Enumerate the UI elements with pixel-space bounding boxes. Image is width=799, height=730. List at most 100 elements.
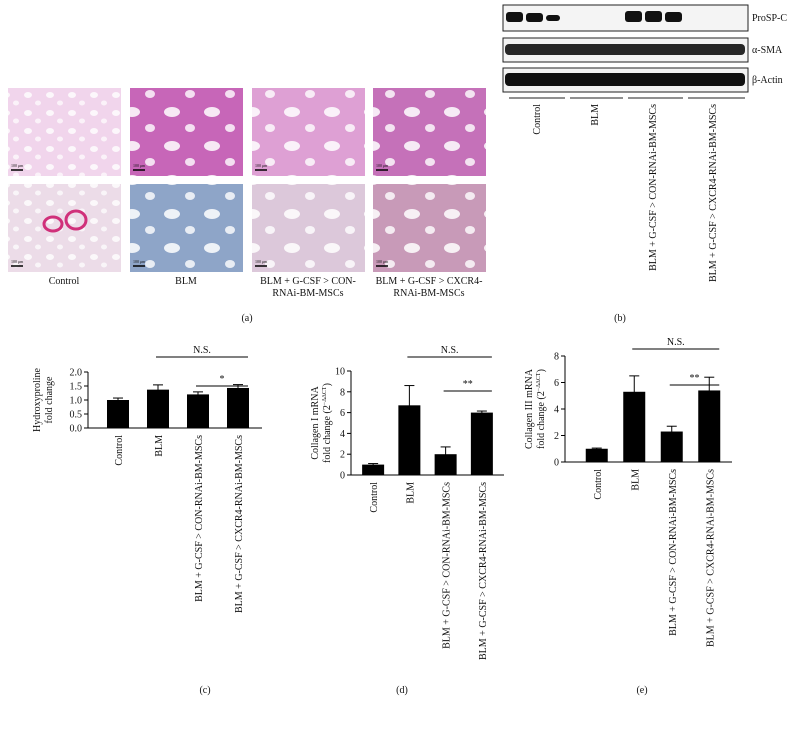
- unit-close: ): [536, 369, 547, 372]
- group-label: BLM: [175, 276, 197, 287]
- bar: [107, 400, 129, 428]
- error-bar: [153, 384, 163, 395]
- y-axis-label: Collagen I mRNA: [310, 386, 321, 460]
- vessel: [64, 209, 88, 231]
- texture: [130, 88, 243, 176]
- texture: [373, 88, 486, 176]
- y-axis-label: Hydroxyproline: [32, 368, 43, 432]
- y-axis-label: fold change (2−ΔΔCT): [536, 369, 547, 449]
- lane-label: Control: [532, 104, 543, 135]
- bar: [585, 448, 608, 462]
- band: [505, 73, 745, 86]
- y-tick-label: 1.0: [70, 396, 83, 407]
- scale-bar-label: 100 μm: [376, 259, 389, 264]
- group-label: BLM + G-CSF > CON-: [260, 276, 356, 287]
- x-tick-label: BLM: [405, 482, 416, 504]
- bar: [398, 405, 421, 475]
- y-tick-label: 0: [554, 458, 559, 469]
- micrographs: [8, 88, 486, 272]
- bar: [187, 394, 209, 428]
- band: [526, 13, 543, 22]
- bar: [698, 390, 721, 462]
- western-blot: [502, 4, 749, 99]
- unit-close: ): [322, 383, 333, 386]
- lane-label: BLM + G-CSF > CXCR4-RNAi-BM-MSCs: [708, 104, 719, 282]
- protein-label: β-Actin: [752, 75, 783, 86]
- group-label: BLM + G-CSF > CXCR4-: [376, 276, 483, 287]
- band: [505, 44, 745, 55]
- lane-label: BLM: [590, 104, 601, 126]
- bar: [362, 464, 385, 475]
- y-tick-label: 8: [340, 387, 345, 398]
- panel-label: (b): [614, 313, 626, 324]
- protein-label: ProSP-C: [752, 13, 787, 24]
- band: [506, 12, 523, 22]
- scale-bar-label: 100 μm: [11, 163, 24, 168]
- significance-label: **: [463, 379, 473, 390]
- band: [665, 12, 682, 22]
- bar: [470, 412, 493, 475]
- band: [645, 11, 662, 22]
- unit-exponent: −ΔΔCT: [322, 386, 328, 405]
- error-bar: [440, 446, 451, 462]
- y-tick-label: 8: [554, 352, 559, 363]
- protein-label: α-SMA: [752, 45, 783, 56]
- lane-label: BLM + G-CSF > CON-RNAi-BM-MSCs: [648, 104, 659, 271]
- panel-label: (c): [199, 685, 210, 696]
- bar: [660, 431, 683, 462]
- y-tick-label: 4: [340, 429, 345, 440]
- texture: [130, 184, 243, 272]
- bar: [227, 387, 249, 428]
- significance-label: N.S.: [193, 345, 211, 356]
- significance-label: N.S.: [441, 345, 459, 356]
- error-bar: [404, 385, 415, 426]
- x-tick-label: BLM: [630, 469, 641, 491]
- y-tick-label: 10: [335, 367, 345, 378]
- band: [625, 11, 642, 22]
- significance-label: N.S.: [667, 337, 685, 348]
- group-label: Control: [49, 276, 80, 287]
- error-bar: [666, 425, 677, 437]
- scale-bar-label: 100 μm: [133, 163, 146, 168]
- texture: [252, 184, 365, 272]
- bar: [147, 389, 169, 428]
- y-tick-label: 2: [340, 450, 345, 461]
- y-axis-label: fold change: [44, 376, 55, 423]
- error-bar: [629, 375, 640, 408]
- panel-label: (d): [396, 685, 408, 696]
- error-bar: [476, 410, 487, 415]
- unit-exponent: −ΔΔCT: [536, 372, 542, 391]
- x-tick-label: BLM + G-CSF > CXCR4-RNAi-BM-MSCs: [705, 469, 716, 647]
- band: [546, 15, 560, 21]
- bar: [434, 454, 457, 475]
- scale-bar-label: 100 μm: [255, 163, 268, 168]
- x-tick-label: Control: [369, 482, 380, 513]
- unit-base: fold change (2: [322, 405, 333, 463]
- vessel: [42, 215, 64, 233]
- error-bar: [591, 447, 602, 450]
- y-tick-label: 0: [340, 471, 345, 482]
- y-tick-label: 4: [554, 405, 559, 416]
- y-tick-label: 2.0: [70, 368, 83, 379]
- error-bar: [113, 397, 123, 402]
- texture: [252, 88, 365, 176]
- scale-bar-label: 100 μm: [133, 259, 146, 264]
- panel-label: (e): [636, 685, 647, 696]
- y-tick-label: 0.5: [70, 410, 83, 421]
- scale-bar-label: 100 μm: [376, 163, 389, 168]
- error-bar: [704, 376, 715, 404]
- significance-label: **: [690, 373, 700, 384]
- y-tick-label: 2: [554, 431, 559, 442]
- texture: [8, 184, 121, 272]
- x-tick-label: Control: [593, 469, 604, 500]
- bar: [623, 391, 646, 462]
- group-label: RNAi-BM-MSCs: [393, 288, 464, 299]
- x-tick-label: BLM: [154, 435, 165, 457]
- x-tick-label: BLM + G-CSF > CXCR4-RNAi-BM-MSCs: [234, 435, 245, 613]
- texture: [373, 184, 486, 272]
- y-tick-label: 6: [340, 408, 345, 419]
- x-tick-label: Control: [114, 435, 125, 466]
- x-tick-label: BLM + G-CSF > CON-RNAi-BM-MSCs: [194, 435, 205, 602]
- scale-bar-label: 100 μm: [255, 259, 268, 264]
